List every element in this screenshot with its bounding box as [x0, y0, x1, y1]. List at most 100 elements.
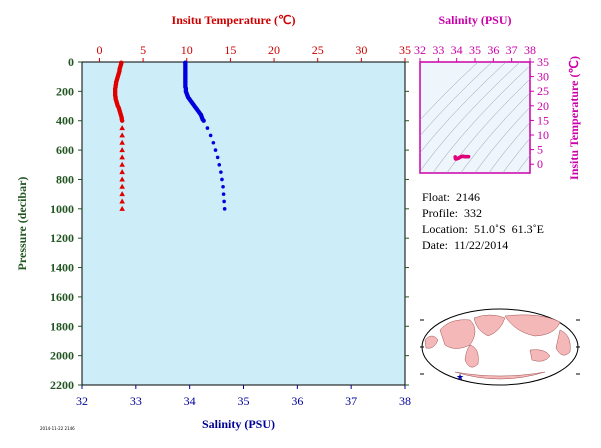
salinity-point — [215, 155, 220, 160]
salinity-tick-label: 37 — [345, 394, 357, 408]
salinity-tick-label: 32 — [76, 394, 88, 408]
salinity-tick-label: 35 — [238, 394, 250, 408]
pressure-tick-label: 600 — [56, 143, 74, 157]
salinity-tick-label: 36 — [291, 394, 303, 408]
temperature-point — [119, 147, 125, 153]
temperature-point — [119, 161, 125, 167]
temperature-point — [119, 198, 125, 204]
salinity-point — [221, 184, 225, 189]
salinity-point — [219, 170, 223, 174]
ts-salinity-tick-label: 33 — [432, 43, 444, 57]
temperature-point — [119, 118, 125, 123]
density-contour — [502, 137, 530, 173]
salinity-point — [220, 177, 224, 182]
pressure-tick-label: 1600 — [50, 290, 74, 304]
pressure-tick-label: 2000 — [50, 349, 74, 363]
temperature-point — [119, 205, 125, 211]
ts-salinity-axis-title: Salinity (PSU) — [438, 13, 511, 27]
salinity-point — [217, 162, 222, 167]
salinity-point — [222, 207, 227, 211]
temperature-tick-label: 35 — [399, 43, 411, 57]
ts-salinity-tick-label: 36 — [487, 43, 499, 57]
map-landmass — [454, 371, 546, 380]
density-contour — [420, 62, 479, 121]
location-label: Location: 51.0˚S 61.3˚E — [422, 222, 544, 236]
pressure-axis-title: Pressure (decibar) — [15, 177, 29, 271]
salinity-tick-label: 33 — [130, 394, 142, 408]
density-contour — [488, 121, 530, 173]
salinity-point — [222, 199, 226, 204]
salinity-tick-label: 38 — [399, 394, 411, 408]
temperature-point — [119, 132, 125, 138]
temperature-point — [119, 176, 125, 182]
temperature-point — [119, 154, 125, 160]
map-landmass — [529, 349, 551, 362]
ts-temperature-axis-title: Insitu Temperature (℃) — [567, 56, 581, 180]
temperature-point — [119, 191, 125, 197]
pressure-tick-label: 0 — [68, 55, 74, 69]
pressure-tick-label: 1200 — [50, 231, 74, 245]
temperature-tick-label: 5 — [140, 43, 146, 57]
ts-salinity-tick-label: 32 — [414, 43, 426, 57]
map-landmass — [424, 335, 439, 349]
temperature-tick-label: 25 — [312, 43, 324, 57]
temperature-point — [119, 125, 125, 131]
ts-temperature-tick-label: 10 — [537, 128, 549, 142]
map-landmass — [555, 329, 571, 356]
salinity-axis-title: Salinity (PSU) — [202, 417, 275, 431]
ts-temperature-tick-label: 20 — [537, 99, 549, 113]
pressure-tick-label: 800 — [56, 172, 74, 186]
float-location-star: ★ — [456, 373, 464, 383]
ts-temperature-tick-label: 25 — [537, 84, 549, 98]
pressure-tick-label: 1000 — [50, 202, 74, 216]
salinity-point — [211, 140, 216, 145]
date-label: Date: 11/22/2014 — [422, 238, 509, 252]
pressure-tick-label: 1800 — [50, 319, 74, 333]
salinity-point — [205, 126, 210, 130]
map-landmass — [464, 344, 479, 368]
ts-temperature-tick-label: 35 — [537, 55, 549, 69]
density-contour — [580, 42, 601, 183]
ts-temperature-tick-label: 0 — [537, 157, 543, 171]
ts-salinity-tick-label: 34 — [451, 43, 463, 57]
ts-temperature-tick-label: 5 — [537, 143, 543, 157]
salinity-tick-label: 34 — [184, 394, 196, 408]
pressure-tick-label: 200 — [56, 84, 74, 98]
pressure-tick-label: 400 — [56, 114, 74, 128]
ts-salinity-tick-label: 37 — [506, 43, 518, 57]
temperature-axis-title: Insitu Temperature (℃) — [172, 13, 296, 27]
float-label: Float: 2146 — [422, 190, 481, 204]
plot-area — [81, 61, 406, 386]
density-contour — [460, 92, 530, 173]
density-contour — [420, 62, 493, 137]
ts-temperature-tick-label: 30 — [537, 70, 549, 84]
temperature-tick-label: 30 — [355, 43, 367, 57]
temperature-point — [119, 169, 125, 175]
density-contour — [446, 78, 530, 173]
ts-plot-area — [419, 61, 531, 174]
density-contour — [474, 106, 530, 173]
pressure-tick-label: 1400 — [50, 261, 74, 275]
density-contour — [516, 154, 530, 173]
temperature-point — [119, 183, 125, 189]
salinity-point — [208, 133, 213, 138]
density-contour — [432, 65, 530, 173]
footer-text: 2014-11-22 2146 — [40, 426, 75, 431]
profile-label: Profile: 332 — [422, 206, 482, 220]
map-landmass — [439, 319, 476, 349]
ts-point — [466, 154, 471, 159]
temperature-point — [119, 139, 125, 145]
temperature-tick-label: 0 — [96, 43, 102, 57]
temperature-tick-label: 20 — [268, 43, 280, 57]
salinity-point — [221, 192, 226, 196]
map-landmass — [504, 314, 561, 337]
ts-salinity-tick-label: 38 — [524, 43, 536, 57]
salinity-point — [201, 118, 206, 123]
temperature-tick-label: 10 — [181, 43, 193, 57]
salinity-point — [213, 148, 218, 152]
density-contour — [420, 62, 507, 154]
ts-salinity-tick-label: 35 — [469, 43, 481, 57]
map-landmass — [473, 314, 506, 337]
